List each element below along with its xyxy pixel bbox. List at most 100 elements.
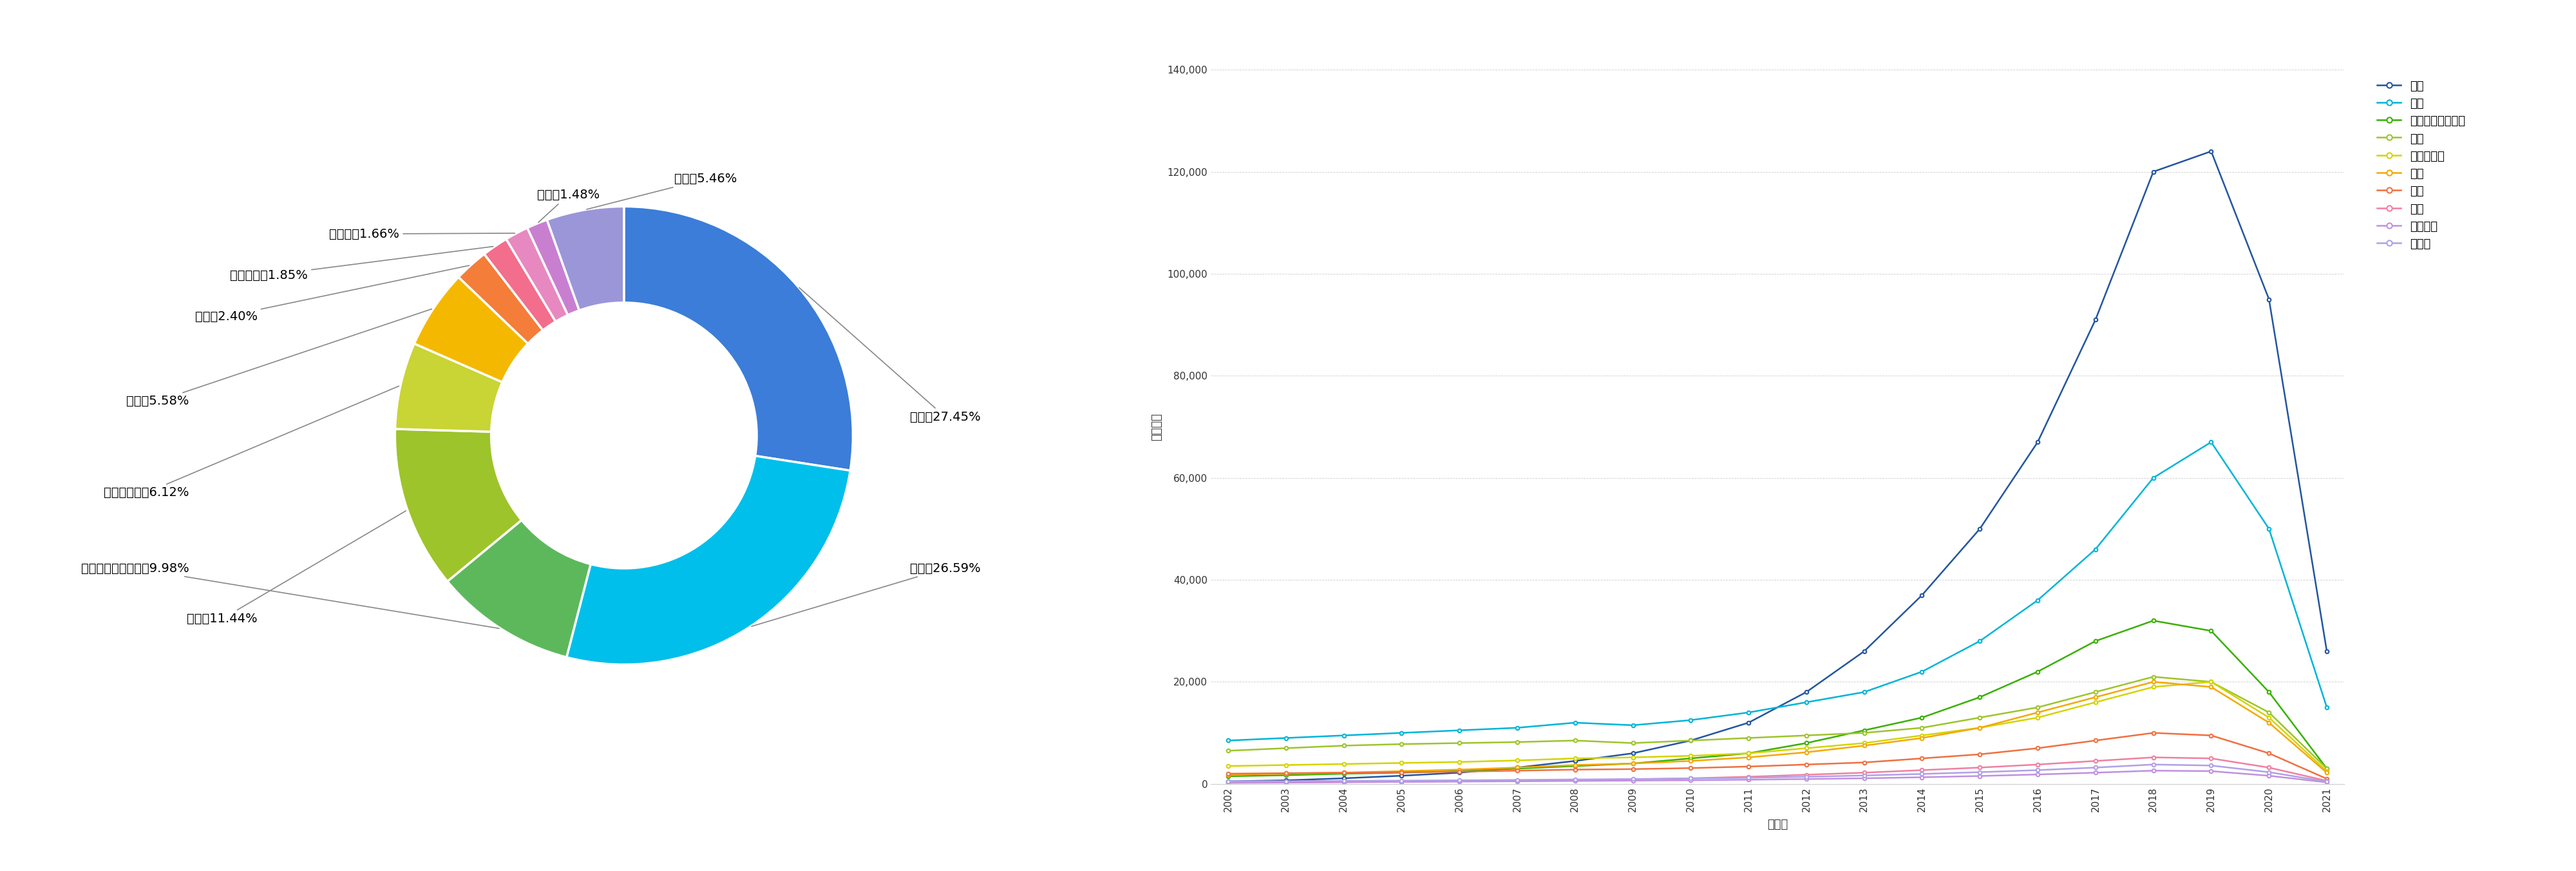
印度 <box>2079 756 2110 766</box>
加拿大 <box>1906 769 1937 780</box>
德国 <box>2079 735 2110 746</box>
澳大利亚 <box>1618 775 1649 786</box>
美国 <box>2311 702 2342 712</box>
德国 <box>1558 765 1589 775</box>
澳大利亚 <box>1790 773 1821 784</box>
Line: 德国: 德国 <box>1226 731 2329 780</box>
澳大利亚 <box>1502 776 1533 787</box>
澳大利亚 <box>1734 774 1765 785</box>
澳大利亚 <box>1445 776 1476 787</box>
Text: 加拿大：1.66%: 加拿大：1.66% <box>330 228 515 240</box>
日本 <box>1618 738 1649 748</box>
印度 <box>2254 762 2285 773</box>
世界知识产权组织 <box>1445 766 1476 776</box>
印度 <box>1618 774 1649 785</box>
澳大利亚 <box>2022 769 2053 780</box>
印度 <box>1386 777 1417 787</box>
世界知识产权组织 <box>1502 763 1533 773</box>
美国 <box>1674 715 1705 726</box>
欧洲专利局 <box>2079 697 2110 707</box>
中国 <box>1502 762 1533 773</box>
Wedge shape <box>394 343 502 432</box>
加拿大 <box>1386 775 1417 786</box>
美国 <box>1850 687 1880 698</box>
韩国 <box>2254 718 2285 728</box>
日本 <box>2022 702 2053 712</box>
美国 <box>1213 735 1244 746</box>
Text: 韩国：5.58%: 韩国：5.58% <box>126 309 433 408</box>
加拿大 <box>2138 760 2169 770</box>
中国 <box>1445 767 1476 778</box>
德国 <box>1329 767 1360 778</box>
德国 <box>1445 766 1476 777</box>
美国 <box>1965 636 1996 646</box>
Wedge shape <box>394 429 520 581</box>
美国 <box>1618 720 1649 731</box>
美国 <box>2022 595 2053 605</box>
美国 <box>1734 707 1765 718</box>
印度 <box>1502 775 1533 786</box>
中国 <box>1558 756 1589 766</box>
世界知识产权组织 <box>1329 768 1360 779</box>
世界知识产权组织 <box>1734 748 1765 759</box>
韩国 <box>1850 740 1880 751</box>
日本 <box>2138 672 2169 682</box>
世界知识产权组织 <box>1790 738 1821 748</box>
韩国 <box>2022 707 2053 718</box>
加拿大 <box>1674 773 1705 784</box>
加拿大 <box>1329 776 1360 787</box>
德国 <box>1850 757 1880 767</box>
Text: 日本：11.44%: 日本：11.44% <box>188 510 407 625</box>
加拿大 <box>1734 773 1765 783</box>
美国 <box>1329 730 1360 740</box>
韩国 <box>1386 766 1417 776</box>
日本 <box>1270 743 1301 753</box>
Line: 中国: 中国 <box>1226 150 2329 783</box>
美国 <box>1790 697 1821 707</box>
日本 <box>1734 733 1765 743</box>
澳大利亚 <box>1270 777 1301 787</box>
加拿大 <box>2022 765 2053 775</box>
澳大利亚 <box>2195 766 2226 776</box>
印度 <box>1790 769 1821 780</box>
Wedge shape <box>415 277 528 382</box>
印度 <box>2138 753 2169 763</box>
印度 <box>2022 760 2053 770</box>
日本 <box>1213 746 1244 756</box>
世界知识产权组织 <box>1906 712 1937 723</box>
欧洲专利局 <box>1618 753 1649 763</box>
日本 <box>1850 727 1880 738</box>
日本 <box>1906 723 1937 733</box>
印度 <box>1558 775 1589 786</box>
Line: 世界知识产权组织: 世界知识产权组织 <box>1226 619 2329 778</box>
Text: 中国：27.45%: 中国：27.45% <box>799 287 981 423</box>
澳大利亚 <box>2311 777 2342 787</box>
世界知识产权组织 <box>2311 763 2342 773</box>
美国 <box>2138 473 2169 483</box>
美国 <box>1558 718 1589 728</box>
加拿大 <box>1213 776 1244 787</box>
韩国 <box>1558 760 1589 770</box>
Wedge shape <box>546 206 623 310</box>
韩国 <box>2079 692 2110 702</box>
德国 <box>2311 773 2342 784</box>
印度 <box>1965 762 1996 773</box>
Line: 日本: 日本 <box>1226 675 2329 770</box>
德国 <box>2254 748 2285 759</box>
Wedge shape <box>484 239 556 330</box>
世界知识产权组织 <box>1386 767 1417 778</box>
加拿大 <box>1270 776 1301 787</box>
印度 <box>1329 777 1360 787</box>
日本 <box>1445 738 1476 748</box>
日本 <box>2195 677 2226 687</box>
欧洲专利局 <box>1906 730 1937 740</box>
德国 <box>1734 761 1765 772</box>
印度 <box>2195 753 2226 764</box>
印度 <box>1734 772 1765 782</box>
日本 <box>1790 730 1821 740</box>
中国 <box>2079 314 2110 325</box>
加拿大 <box>1965 767 1996 778</box>
Y-axis label: 专利数量: 专利数量 <box>1151 413 1162 441</box>
韩国 <box>1965 723 1996 733</box>
德国 <box>1906 753 1937 764</box>
